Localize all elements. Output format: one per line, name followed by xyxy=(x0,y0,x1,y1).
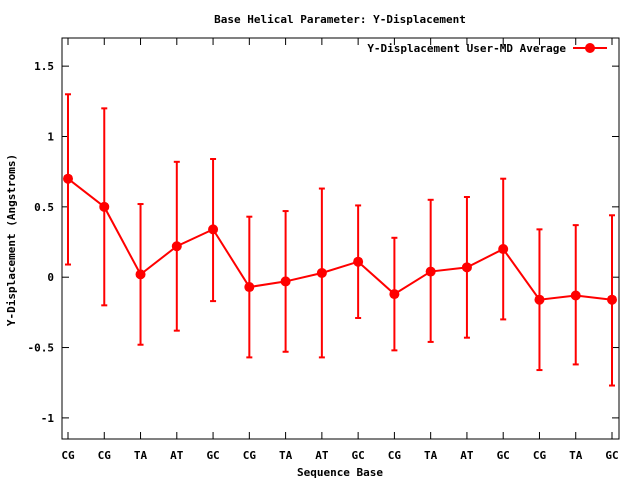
x-tick-label: TA xyxy=(134,449,148,462)
x-tick-label: GC xyxy=(605,449,618,462)
data-point xyxy=(280,276,291,287)
x-tick-label: TA xyxy=(424,449,438,462)
x-tick-label: GC xyxy=(352,449,365,462)
y-tick-label: 1.5 xyxy=(34,60,54,73)
data-point xyxy=(461,262,472,273)
series-line xyxy=(67,177,613,301)
x-axis: CG CG TA AT GC CG TA AT GC CG TA AT GC CG TA GC xyxy=(61,38,619,462)
data-point xyxy=(607,294,617,305)
legend: Y-Displacement User-MD Average xyxy=(367,42,607,55)
data-point xyxy=(99,201,110,212)
y-tick-label: 0.5 xyxy=(34,201,54,214)
x-tick-label: TA xyxy=(279,449,293,462)
x-axis-label: Sequence Base xyxy=(297,466,383,479)
x-tick-label: GC xyxy=(206,449,219,462)
y-tick-label: 1 xyxy=(47,130,54,143)
chart-title: Base Helical Parameter: Y-Displacement xyxy=(214,13,466,26)
data-point xyxy=(389,289,400,300)
data-point xyxy=(425,266,436,277)
data-point xyxy=(534,294,545,305)
legend-label: Y-Displacement User-MD Average xyxy=(367,42,566,55)
y-tick-label: 0 xyxy=(47,271,54,284)
x-tick-label: CG xyxy=(533,449,547,462)
x-tick-label: GC xyxy=(497,449,510,462)
data-points xyxy=(63,173,617,305)
x-tick-label: AT xyxy=(460,449,474,462)
y-tick-label: -1 xyxy=(41,412,55,425)
data-point xyxy=(135,269,146,280)
legend-marker xyxy=(585,43,595,53)
x-tick-label: CG xyxy=(61,449,75,462)
x-tick-label: CG xyxy=(98,449,112,462)
data-point xyxy=(570,290,581,301)
x-tick-label: AT xyxy=(170,449,184,462)
data-point xyxy=(316,267,327,278)
data-point xyxy=(208,224,219,235)
data-point xyxy=(63,173,73,184)
y-axis-label: Y-Displacement (Angstroms) xyxy=(5,154,18,326)
data-point xyxy=(353,256,364,267)
x-tick-label: AT xyxy=(315,449,329,462)
series-line-group xyxy=(67,177,613,301)
y-tick-label: -0.5 xyxy=(28,342,55,355)
x-tick-label: TA xyxy=(569,449,583,462)
data-point xyxy=(171,241,182,252)
y-axis: 1.5 1 0.5 0 -0.5 -1 xyxy=(28,60,619,425)
data-point xyxy=(244,282,255,293)
x-tick-label: CG xyxy=(243,449,257,462)
x-tick-label: CG xyxy=(388,449,402,462)
plot-area xyxy=(61,37,620,440)
data-point xyxy=(498,244,509,255)
error-bars xyxy=(65,93,615,387)
